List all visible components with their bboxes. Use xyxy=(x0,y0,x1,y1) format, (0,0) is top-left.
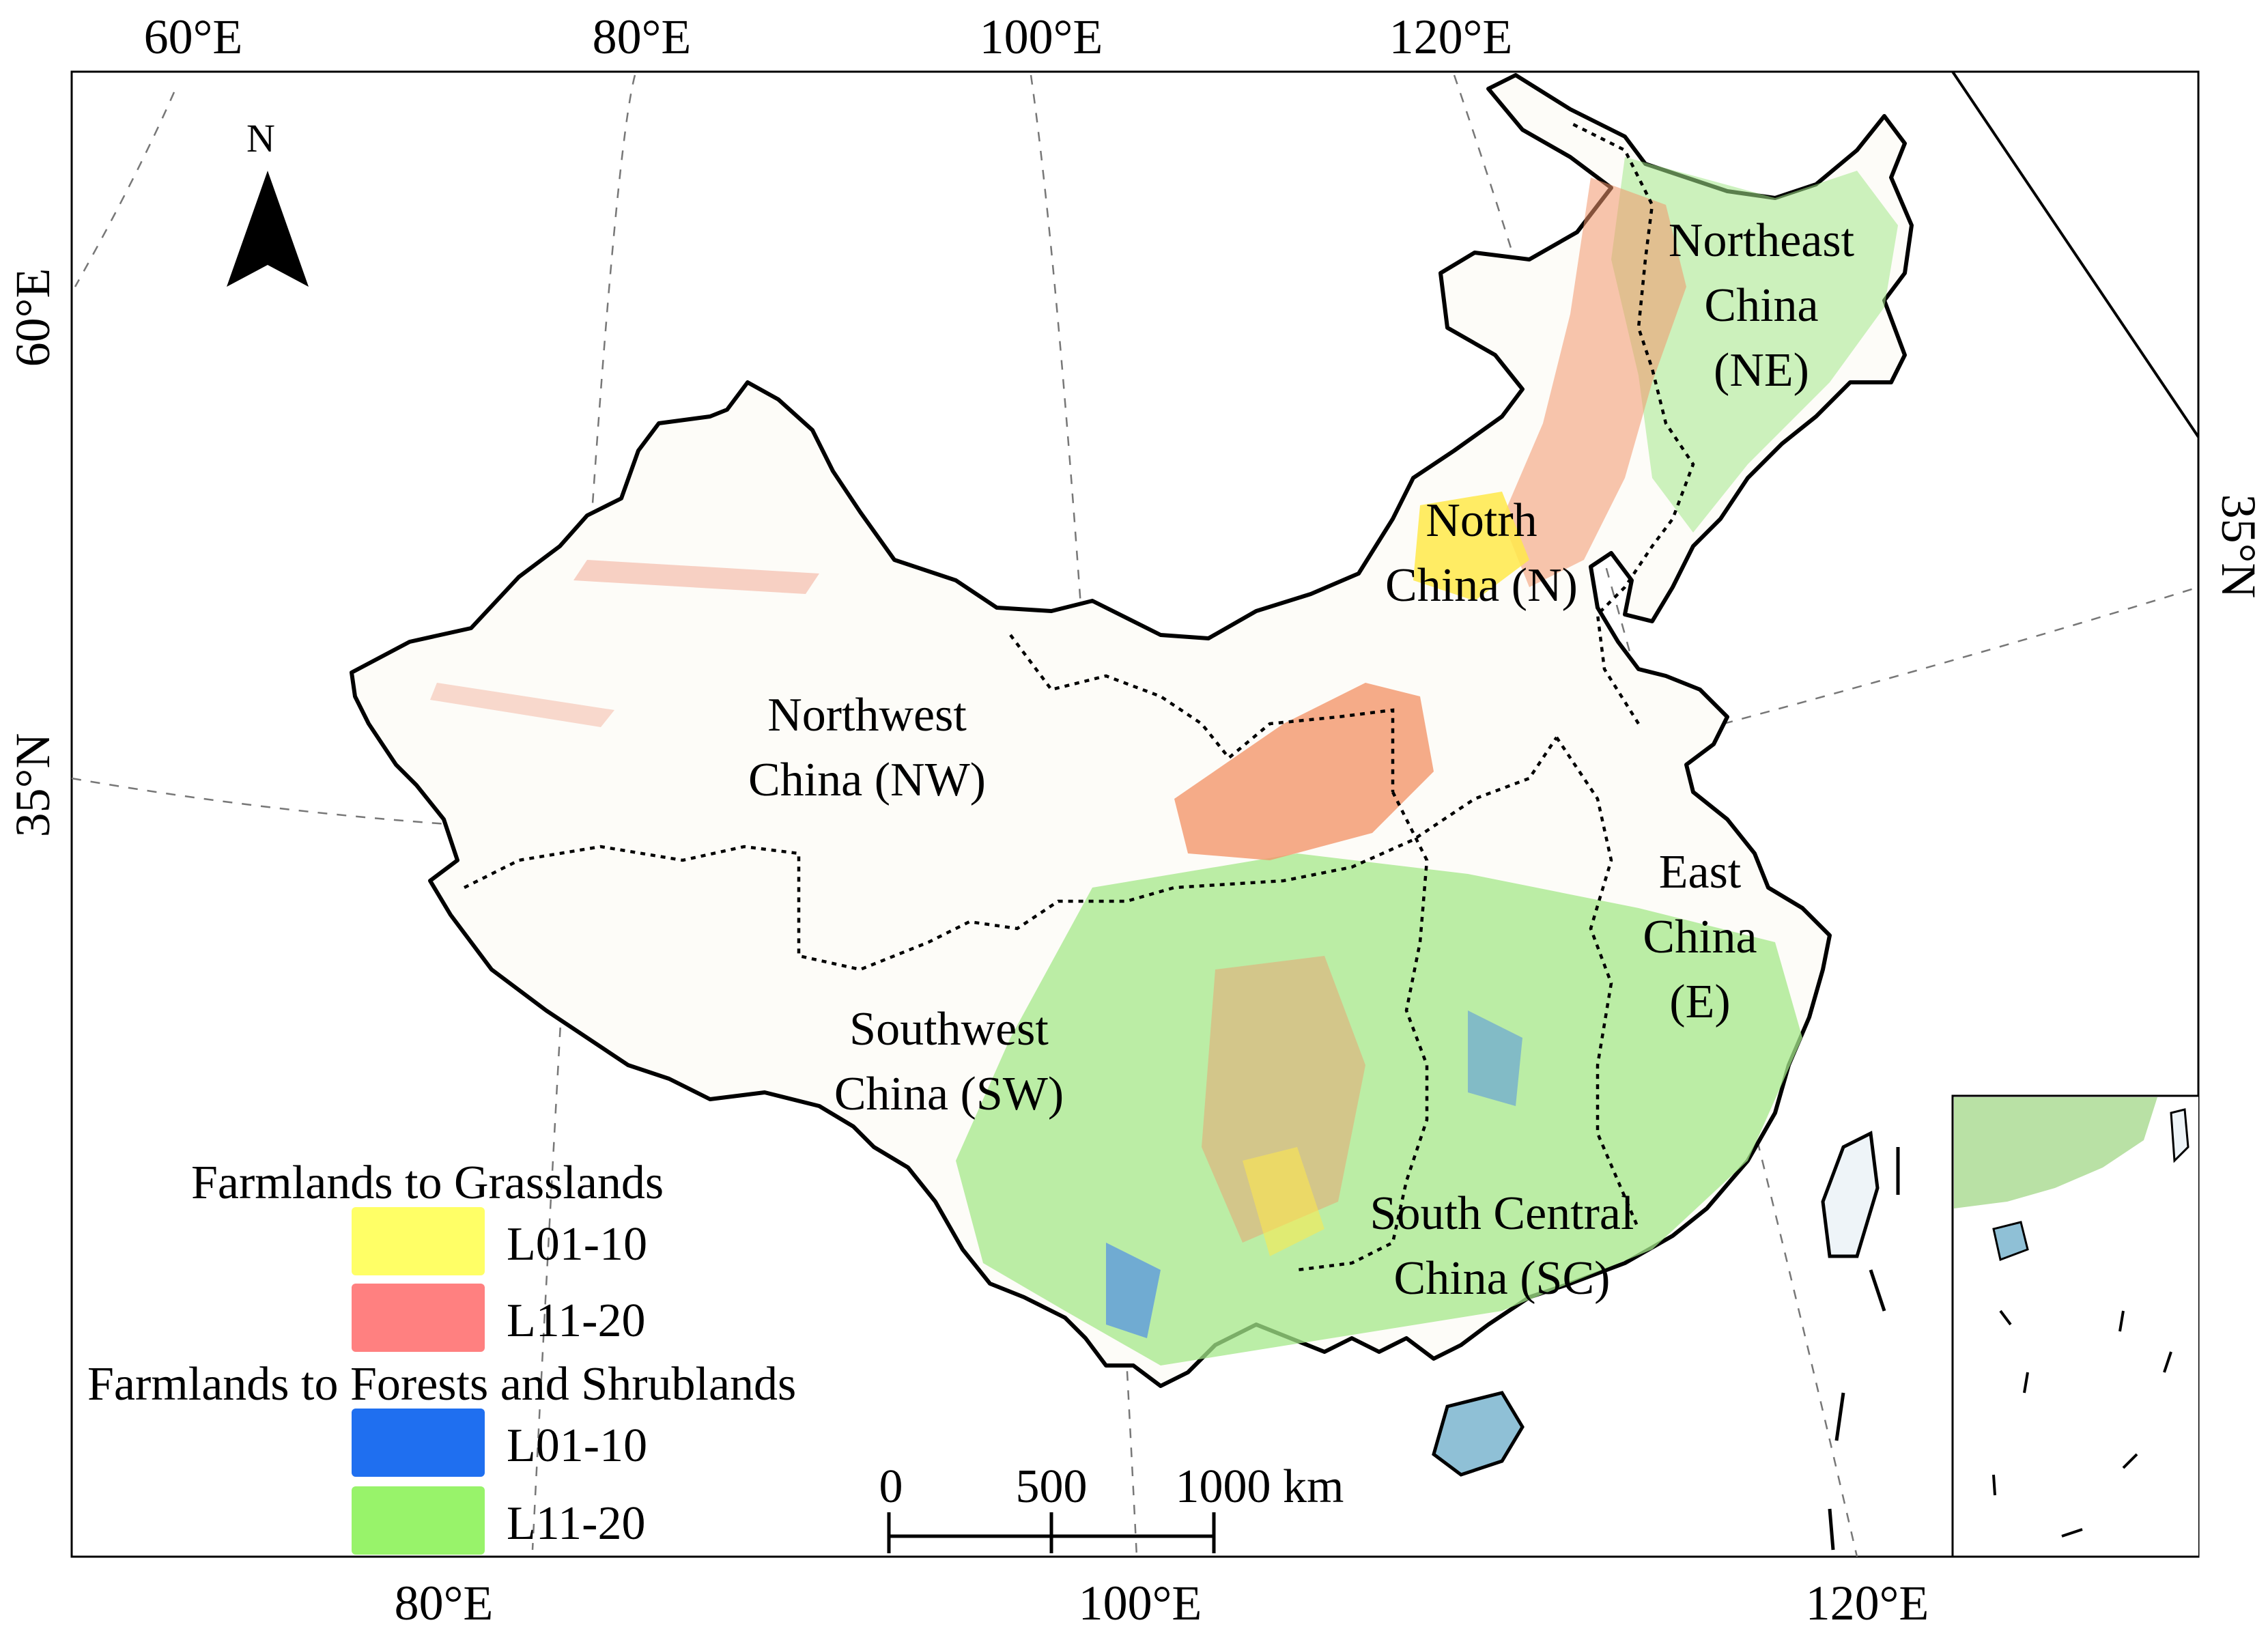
right-lat-label: 35°N xyxy=(2211,494,2266,599)
yellow-patch-central xyxy=(1243,1147,1324,1256)
north-arrow-icon xyxy=(227,171,309,287)
blue-patch-central xyxy=(1468,1010,1522,1106)
region-label-n: Notrh China (N) xyxy=(1385,494,1578,612)
bottom-lon-label: 80°E xyxy=(395,1576,494,1627)
change-patches xyxy=(430,157,1898,1366)
green-patch-northeast xyxy=(1611,157,1898,533)
left-lat-label: 35°N xyxy=(5,733,60,838)
blue-patch-south xyxy=(1106,1243,1161,1338)
top-lon-label: 60°E xyxy=(144,10,243,64)
top-lon-label: 80°E xyxy=(593,10,692,64)
taiwan-island xyxy=(1821,1131,1880,1258)
legend-swatch xyxy=(352,1486,485,1555)
left-lat-label: 60°E xyxy=(5,268,60,367)
region-label-ne: Northeast China (NE) xyxy=(1669,214,1855,397)
legend-item-label: L01-10 xyxy=(507,1218,647,1271)
legend-group-title: Farmlands to Forests and Shrublands xyxy=(87,1358,796,1411)
region-labels: Northeast China (NE) Notrh China (N) Northw… xyxy=(748,214,1855,1305)
scale-tick-label: 500 xyxy=(1016,1460,1088,1513)
region-label-sc: South Central China (SC) xyxy=(1370,1187,1634,1305)
top-lon-label: 120°E xyxy=(1389,10,1513,64)
graticule-labels: 60°E 80°E 100°E 120°E 80°E 100°E 120°E 6… xyxy=(5,10,2266,1627)
south-sea-inset xyxy=(1951,1094,2198,1557)
red-streak-west xyxy=(430,683,614,727)
legend-group-title: Farmlands to Grasslands xyxy=(191,1157,664,1209)
region-boundaries xyxy=(463,121,1695,1272)
legend-item-label: L01-10 xyxy=(507,1419,647,1472)
hainan-island xyxy=(1432,1391,1525,1477)
bottom-lon-label: 120°E xyxy=(1806,1576,1929,1627)
green-patch-south xyxy=(956,853,1802,1366)
red-patch-southwest xyxy=(1202,956,1365,1243)
sea-dashes xyxy=(1828,1147,1900,1551)
top-lon-label: 100°E xyxy=(980,10,1103,64)
legend: Farmlands to Grasslands L01-10 L11-20 Fa… xyxy=(87,1157,796,1555)
scale-line xyxy=(887,1512,1216,1553)
yellow-patch-north xyxy=(1413,492,1529,601)
red-patch-northeast xyxy=(1502,178,1686,587)
legend-swatch xyxy=(352,1207,485,1275)
legend-item-label: L11-20 xyxy=(507,1294,645,1347)
bottom-lon-label: 100°E xyxy=(1079,1576,1202,1627)
scale-tick-label: 1000 km xyxy=(1176,1460,1344,1513)
scale-tick-label: 0 xyxy=(879,1460,903,1513)
region-label-sw: Southwest China (SW) xyxy=(834,1003,1064,1120)
region-label-e: East China (E) xyxy=(1643,846,1757,1028)
legend-swatch xyxy=(352,1284,485,1352)
legend-swatch xyxy=(352,1409,485,1477)
boundary-line xyxy=(1951,72,2198,438)
legend-item-label: L11-20 xyxy=(507,1497,645,1550)
scale-bar: 0 500 1000 km xyxy=(879,1460,1344,1553)
red-streak-northwest xyxy=(573,560,819,594)
region-label-nw: Northwest China (NW) xyxy=(748,689,986,806)
north-label: N xyxy=(246,116,275,160)
red-patch-north xyxy=(1174,683,1434,860)
north-arrow: N xyxy=(227,116,309,287)
